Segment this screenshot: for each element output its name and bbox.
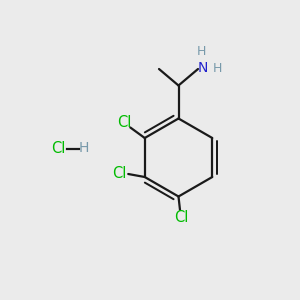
Text: H: H [196,45,206,58]
Text: H: H [79,142,89,155]
Text: N: N [197,61,208,74]
Text: Cl: Cl [117,116,131,130]
Text: H: H [212,62,222,76]
Text: Cl: Cl [112,167,126,182]
Text: Cl: Cl [51,141,66,156]
Text: Cl: Cl [174,210,189,225]
